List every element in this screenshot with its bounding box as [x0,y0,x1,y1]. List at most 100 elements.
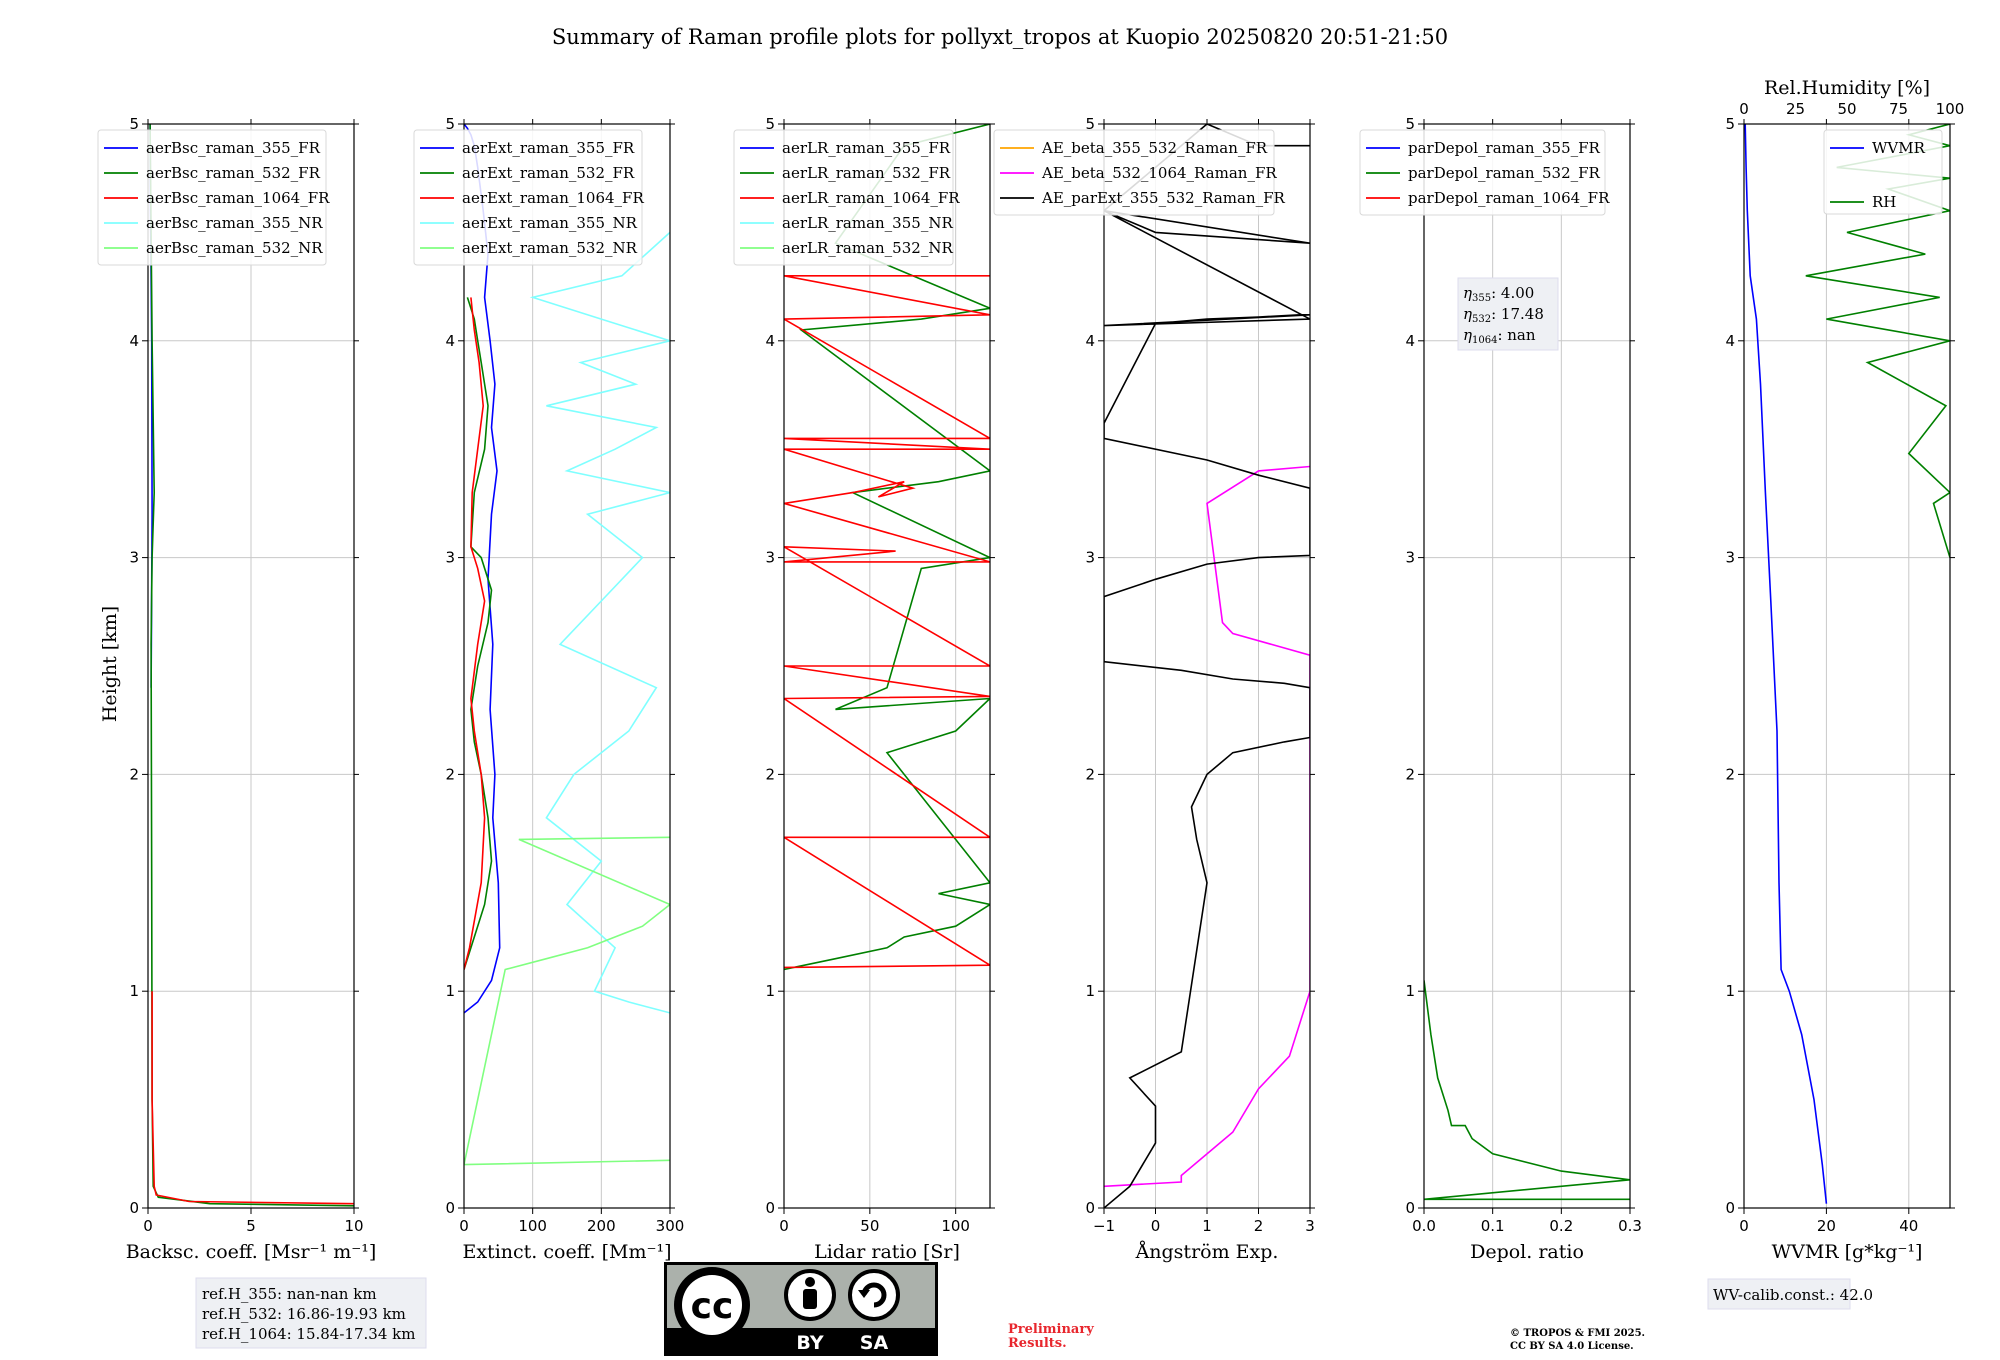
legend-frame [1823,129,1943,215]
legend-entry: aerExt_raman_532_FR [462,164,635,182]
x-axis-label: Extinct. coeff. [Mm⁻¹] [462,1241,671,1263]
series-line-AE_beta_532_1064_Raman_FR [1104,465,1310,1188]
legend-entry: aerLR_raman_355_FR [782,139,951,157]
panel-1: 0 5 10 0 1 2 3 4 5 Backsc. coeff. [Msr⁻¹ m⁻¹] aerB… [97,115,376,1263]
x-tick-label: 300 [656,1217,685,1235]
series-line-parDepol_raman_532_FR [1424,980,1630,1201]
legend-entry: parDepol_raman_532_FR [1408,164,1601,182]
legend-entry: RH [1872,193,1896,211]
y-tick-label: 3 [129,549,139,567]
series-line-aerLR_raman_532_FR [784,124,990,971]
y-tick-label: 3 [1085,549,1095,567]
x-axis-label: Ångström Exp. [1135,1241,1279,1263]
cc-license-badge: cc BY SA [664,1262,938,1356]
x-axis-label: WVMR [g*kg⁻¹] [1772,1241,1923,1263]
x2-tick-label: 100 [1936,100,1965,118]
y-tick-label: 1 [1085,982,1095,1000]
ref-height-355: ref.H_355: nan-nan km [202,1285,377,1303]
x-tick-label: 0.2 [1549,1217,1573,1235]
y-tick-label: 4 [765,332,775,350]
legend-entry: aerLR_raman_532_NR [782,239,953,257]
legend-entry: aerBsc_raman_532_NR [146,239,323,257]
legend-entry: aerExt_raman_355_NR [462,214,638,232]
y-axis-label: Height [km] [99,606,121,722]
eta-532: η532: 17.48 [1463,305,1544,325]
figure-title: Summary of Raman profile plots for polly… [552,25,1448,49]
legend-frame [97,129,327,266]
y-tick-label: 3 [1725,549,1735,567]
panel-5: 0.0 0.1 0.2 0.3 0 1 2 3 4 5 Depol. ratio parDepol_r… [1359,115,1642,1263]
legend-entry: aerBsc_raman_532_FR [146,164,321,182]
axes-frame [1743,123,1951,1209]
copyright-line-1: © TROPOS & FMI 2025. [1510,1328,1645,1339]
x-tick-label: 10 [344,1217,363,1235]
legend-entry: WVMR [1872,139,1926,157]
legend-entry: aerBsc_raman_355_NR [146,214,323,232]
y-tick-label: 1 [1405,982,1415,1000]
series-line-aerExt_raman_355_NR [529,231,670,1014]
y-tick-label: 4 [1725,332,1735,350]
legend-entry: aerLR_raman_532_FR [782,164,951,182]
y-tick-label: 5 [445,115,455,133]
axes-frame [783,123,991,1209]
x-tick-label: 0 [1739,1217,1749,1235]
eta-355: η355: 4.00 [1463,284,1534,304]
legend: aerExt_raman_355_FR aerExt_raman_532_FRae… [413,129,644,266]
x-tick-label: 0.3 [1618,1217,1642,1235]
legend: WVMR RH [1823,129,1943,215]
series-group [149,124,354,1207]
legend-frame [1359,129,1606,216]
legend-entry: aerLR_raman_1064_FR [782,189,960,207]
legend-entry: aerBsc_raman_355_FR [146,139,321,157]
x-tick-label: −1 [1093,1217,1115,1235]
y-tick-label: 2 [445,765,455,783]
legend-frame [733,129,954,266]
ref-height-1064: ref.H_1064: 15.84-17.34 km [202,1325,415,1343]
x-tick-label: 0.1 [1481,1217,1505,1235]
y-tick-label: 4 [1405,332,1415,350]
legend-frame [993,129,1275,216]
y-tick-label: 1 [129,982,139,1000]
x2-tick-label: 50 [1837,100,1856,118]
copyright-line-2: CC BY SA 4.0 License. [1510,1341,1634,1352]
x2-tick-label: 25 [1786,100,1805,118]
x-tick-label: 3 [1305,1217,1315,1235]
legend: parDepol_raman_355_FR parDepol_raman_532_… [1359,129,1610,216]
y-tick-label: 2 [1085,765,1095,783]
sa-share-icon [848,1269,900,1321]
x2-tick-label: 0 [1739,100,1749,118]
panel-2: 0 100 200 300 0 1 2 3 4 5 Extinct. coeff. [Mm⁻¹] ae… [413,115,685,1263]
series-line-aerBsc_raman_532_FR [149,124,354,1207]
y-tick-label: 3 [1405,549,1415,567]
y-tick-label: 0 [1725,1199,1735,1217]
sa-label: SA [860,1332,889,1354]
y-tick-label: 2 [1725,765,1735,783]
y-tick-label: 5 [1405,115,1415,133]
y-tick-label: 4 [445,332,455,350]
x-tick-label: 0 [779,1217,789,1235]
y-tick-label: 1 [1725,982,1735,1000]
legend: aerBsc_raman_355_FR aerBsc_raman_532_FRae… [97,129,330,266]
preliminary-line-2: Results. [1008,1336,1067,1351]
series-group [1424,980,1630,1201]
x2-tick-label: 75 [1889,100,1908,118]
legend-entry: aerExt_raman_1064_FR [462,189,644,207]
x-tick-label: 1 [1202,1217,1212,1235]
series-group [1744,124,1950,1204]
legend-entry: AE_beta_532_1064_Raman_FR [1041,164,1277,182]
series-line-aerBsc_raman_1064_FR [151,991,354,1205]
legend-entry: AE_beta_355_532_Raman_FR [1041,139,1268,157]
axes-frame [463,123,671,1209]
x-tick-label: 200 [587,1217,616,1235]
eta-1064: η1064: nan [1463,326,1536,346]
y-tick-label: 0 [129,1199,139,1217]
y-tick-label: 0 [1405,1199,1415,1217]
series-line-AE_parExt_355_532_Raman_FR [1104,124,1310,1208]
panel-3: 0 50 100 0 1 2 3 4 5 Lidar ratio [Sr] aerLR_raman_… [733,115,995,1263]
legend-entry: aerLR_raman_355_NR [782,214,953,232]
series-line-aerExt_raman_532_NR [464,836,670,1166]
series-line-WVMR [1744,124,1828,1204]
legend-entry: parDepol_raman_355_FR [1408,139,1601,157]
